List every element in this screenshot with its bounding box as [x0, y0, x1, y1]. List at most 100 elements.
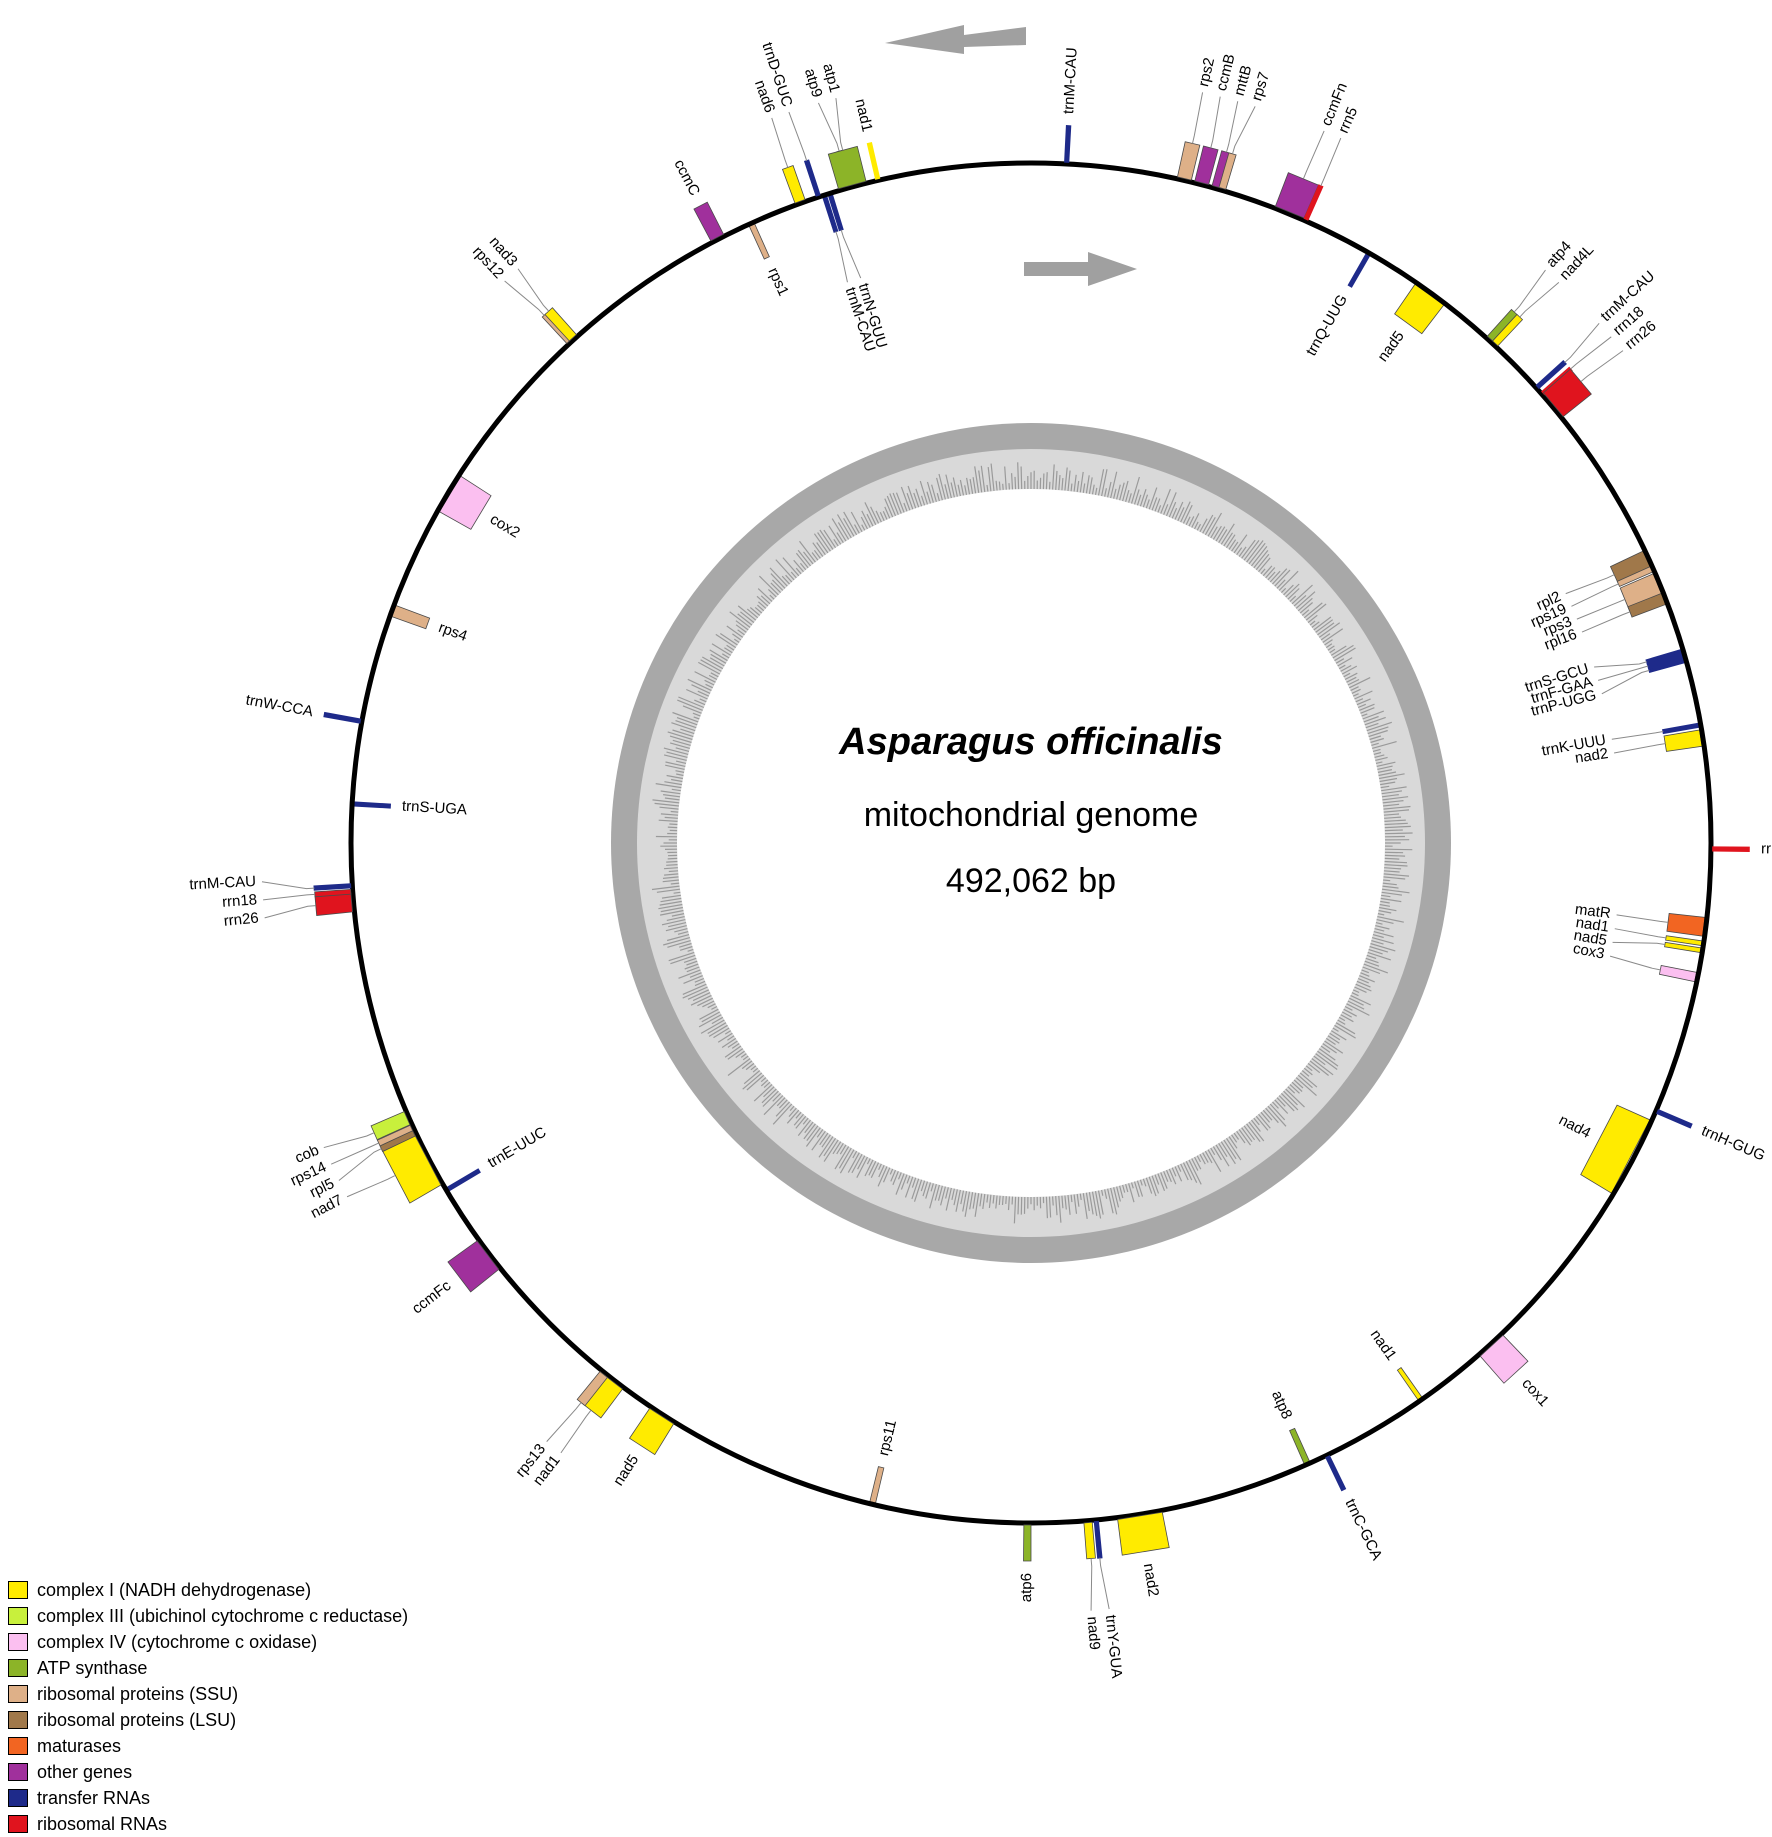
gene-label-nad5: nad5 — [1572, 927, 1608, 949]
gene-label-atp8: atp8 — [1268, 1388, 1295, 1422]
gene-leader-rrn5 — [1320, 137, 1342, 187]
gene-label-nad1: nad1 — [1575, 914, 1610, 936]
legend: complex I (NADH dehydrogenase) complex II… — [8, 1577, 408, 1837]
gene-leader-trnk-uuu — [1611, 731, 1664, 740]
legend-item-complex1: complex I (NADH dehydrogenase) — [8, 1577, 408, 1603]
direction-arrows — [885, 25, 1137, 286]
gene-block-rps1 — [748, 223, 770, 260]
gene-block-trnh-gug — [1656, 1108, 1693, 1129]
gene-leader-rps7 — [1232, 106, 1256, 155]
legend-item-complex3: complex III (ubichinol cytochrome c redu… — [8, 1603, 408, 1629]
gc-histogram — [651, 462, 1413, 1224]
gene-label-atp6: atp6 — [1018, 1573, 1035, 1602]
gene-leader-mttb — [1226, 101, 1239, 153]
outer-direction-arrow — [885, 25, 1026, 54]
gene-leader-rps19 — [1571, 583, 1619, 607]
legend-swatch — [8, 1789, 28, 1807]
gene-leader-rpl5 — [338, 1148, 382, 1181]
gene-leader-nad4l — [1519, 282, 1560, 318]
gene-block-ccmc — [693, 201, 725, 242]
gene-leader-nad1 — [1614, 928, 1667, 939]
gene-block-nad6 — [781, 165, 806, 204]
gene-leader-atp9 — [817, 102, 840, 152]
legend-item-trna: transfer RNAs — [8, 1785, 408, 1811]
gene-block-nad1 — [866, 142, 881, 180]
gene-leader-trnp-ugg — [1601, 669, 1650, 695]
gene-leader-nad3 — [517, 268, 550, 312]
legend-item-other: other genes — [8, 1759, 408, 1785]
gene-leader-atp4 — [1513, 269, 1546, 313]
gene-block-ccmfc — [447, 1240, 500, 1293]
gene-block-trnm-cau — [1064, 125, 1072, 163]
gc-center — [677, 489, 1385, 1197]
gene-leader-rps3 — [1576, 598, 1626, 620]
gene-block-nad5 — [1394, 283, 1445, 335]
gene-label-rrn26: rrn26 — [223, 910, 260, 930]
gene-leader-nad7 — [346, 1175, 395, 1198]
gene-block-rps13 — [576, 1370, 608, 1407]
gene-block-nad2 — [1117, 1511, 1170, 1556]
gene-leader-rrn26 — [1580, 350, 1624, 382]
gene-block-atp1 — [827, 145, 867, 190]
legend-label: ribosomal proteins (SSU) — [37, 1683, 239, 1704]
gene-label-trny-gua: trnY-GUA — [1102, 1614, 1125, 1679]
gene-label-trnc-gca: trnC-GCA — [1342, 1496, 1386, 1563]
gene-block-nad5 — [628, 1407, 675, 1456]
gene-block-trnm-cau — [313, 883, 352, 891]
gene-leader-rpl16 — [1581, 611, 1631, 633]
gene-leader-rps14 — [330, 1142, 379, 1165]
legend-swatch — [8, 1763, 28, 1781]
gene-leader-rrn18 — [1570, 336, 1612, 370]
gene-leader-cob — [323, 1132, 375, 1149]
genome-size: 492,062 bp — [946, 862, 1116, 900]
legend-swatch — [8, 1685, 28, 1703]
gene-label-atp1: atp1 — [819, 62, 843, 95]
gc-histogram-bars — [651, 462, 1413, 1224]
gene-label-rrn5: rrn5 — [1761, 840, 1772, 857]
legend-item-complex4: complex IV (cytochrome c oxidase) — [8, 1629, 408, 1655]
gene-leader-rrn18 — [263, 893, 315, 901]
gene-label-ccmc: ccmC — [670, 157, 703, 199]
gene-label-nad5: nad5 — [610, 1452, 642, 1489]
gene-block-nad4l — [1492, 313, 1524, 347]
gene-block-rps2 — [1176, 141, 1201, 181]
gene-block-trnq-uug — [1347, 252, 1371, 288]
gene-block-rps11 — [869, 1466, 885, 1504]
gene-leader-trnf-gaa — [1598, 665, 1649, 681]
gene-block-rrn5 — [1712, 846, 1750, 852]
gene-label-trnm-cau: trnM-CAU — [1060, 47, 1080, 114]
legend-swatch — [8, 1633, 28, 1651]
gene-leader-ccmfn — [1302, 130, 1325, 179]
gene-leader-nad1 — [560, 1410, 592, 1454]
gene-leader-rrn26 — [264, 905, 316, 919]
gene-block-nad3 — [544, 307, 577, 342]
gene-label-trne-uuc: trnE-UUC — [485, 1124, 550, 1172]
gene-block-trne-uuc — [446, 1168, 481, 1192]
gene-block-trnm-cau — [1535, 360, 1567, 390]
gene-label-cox1: cox1 — [1518, 1375, 1552, 1410]
legend-swatch — [8, 1659, 28, 1677]
legend-swatch — [8, 1815, 28, 1833]
gene-leader-trnm-cau — [261, 881, 315, 890]
gene-block-cox1 — [1479, 1334, 1529, 1384]
gene-block-atp6 — [1023, 1524, 1032, 1562]
gene-block-trnw-cca — [323, 711, 362, 724]
gene-block-rrn5 — [1303, 184, 1324, 221]
gene-label-rps2: rps2 — [1195, 56, 1218, 88]
gene-label-nad9: nad9 — [1084, 1616, 1104, 1651]
gene-block-nad1 — [1396, 1367, 1423, 1401]
legend-swatch — [8, 1581, 28, 1599]
gene-block-cox3 — [1658, 965, 1698, 983]
gene-block-atp8 — [1289, 1427, 1310, 1465]
gene-block-trns-uga — [353, 801, 392, 809]
gene-block-rps7 — [1218, 152, 1237, 190]
genome-type: mitochondrial genome — [864, 796, 1199, 834]
gene-block-rps4 — [391, 605, 431, 630]
gene-label-nad2: nad2 — [1140, 1562, 1162, 1598]
legend-label: ribosomal RNAs — [37, 1813, 168, 1834]
gene-leader-rps2 — [1192, 92, 1204, 144]
gene-leader-trnd-guc — [788, 111, 808, 162]
legend-swatch — [8, 1737, 28, 1755]
gene-label-ccmfc: ccmFc — [409, 1277, 455, 1318]
gene-leader-matr — [1616, 914, 1669, 923]
